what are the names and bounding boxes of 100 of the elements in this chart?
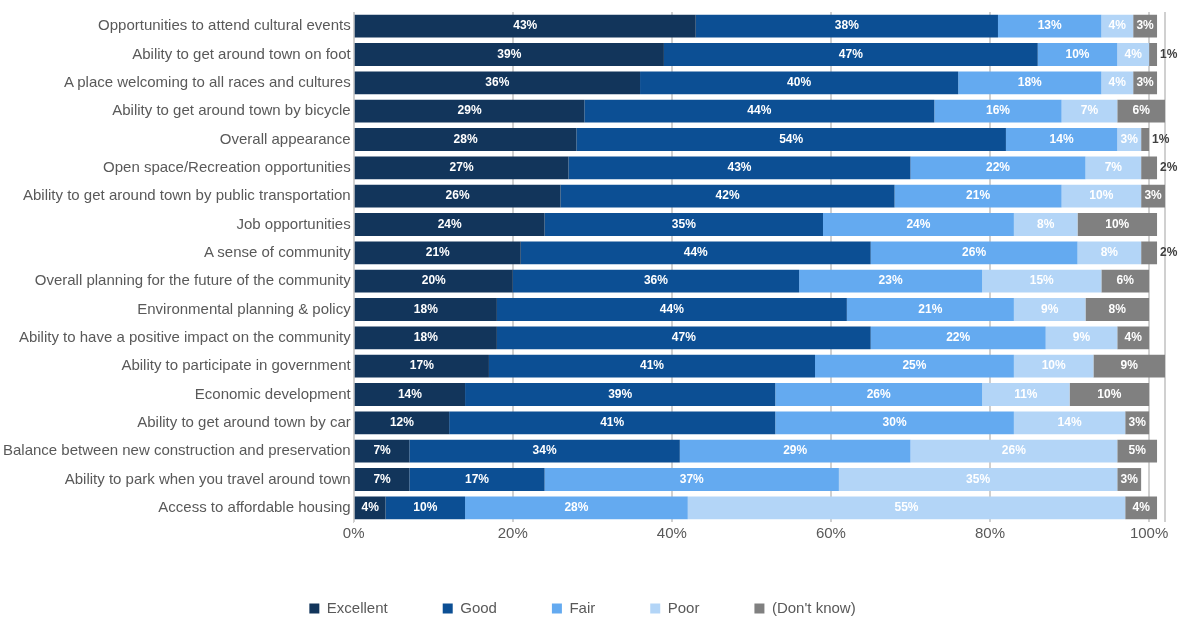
data-label: 10% xyxy=(413,500,438,515)
y-tick-label: Job opportunities xyxy=(236,214,351,232)
bar xyxy=(1093,354,1165,378)
legend-label: Good xyxy=(460,598,497,616)
bar xyxy=(799,269,983,293)
y-tick-label: Economic development xyxy=(194,384,352,402)
bar xyxy=(584,99,935,123)
legend-label: Excellent xyxy=(326,598,389,616)
data-label: 8% xyxy=(1108,301,1127,316)
bar xyxy=(354,326,497,350)
data-label: 8% xyxy=(1100,245,1119,260)
data-label: 22% xyxy=(985,160,1011,175)
y-tick-label: A place welcoming to all races and cultures xyxy=(63,72,351,90)
data-label: 10% xyxy=(1105,216,1130,231)
bar xyxy=(679,439,911,463)
data-label: 10% xyxy=(1041,358,1066,373)
data-label: 39% xyxy=(497,46,522,61)
bar xyxy=(354,383,466,406)
data-label: 21% xyxy=(425,245,451,260)
bar xyxy=(1013,213,1078,236)
bar xyxy=(488,354,816,378)
y-tick-label: Overall planning for the future of the community xyxy=(34,271,352,289)
data-label: 43% xyxy=(727,160,752,175)
data-label: 3% xyxy=(1136,75,1155,90)
y-tick-label: Ability to get around town by public transportation xyxy=(23,186,351,204)
data-label: 4% xyxy=(361,500,380,515)
bar xyxy=(1141,128,1150,151)
data-label: 28% xyxy=(564,500,589,515)
data-label: 2% xyxy=(1160,160,1178,175)
data-label: 40% xyxy=(787,75,812,90)
bar xyxy=(544,213,823,236)
data-label: 36% xyxy=(643,273,669,288)
data-label: 4% xyxy=(1132,500,1151,515)
y-tick-label: Ability to get around town by car xyxy=(137,412,351,430)
bar xyxy=(354,156,569,180)
y-tick-label: Ability to get around town on foot xyxy=(132,44,352,62)
bar xyxy=(1013,354,1094,378)
data-label: 22% xyxy=(946,330,971,345)
data-label: 21% xyxy=(918,301,943,316)
bar xyxy=(1141,156,1158,180)
bar xyxy=(1141,241,1158,265)
x-tick-label: 60% xyxy=(815,524,846,542)
bar xyxy=(354,14,696,38)
bar xyxy=(1085,156,1142,180)
data-label: 12% xyxy=(389,415,415,430)
bar xyxy=(815,354,1014,378)
data-label: 14% xyxy=(1049,131,1074,146)
data-label: 43% xyxy=(513,18,538,33)
data-label: 10% xyxy=(1065,46,1090,61)
bar xyxy=(1037,43,1118,66)
data-label: 20% xyxy=(421,273,447,288)
legend-label: (Don't know) xyxy=(771,598,856,616)
bar xyxy=(1077,241,1142,265)
data-label: 7% xyxy=(1104,160,1123,175)
data-label: 28% xyxy=(453,131,478,146)
bar xyxy=(910,156,1086,180)
bar xyxy=(982,383,1070,406)
y-tick-label: Balance between new construction and preservation xyxy=(3,441,351,459)
x-tick-label: 100% xyxy=(1129,524,1169,542)
bar xyxy=(640,71,959,95)
data-label: 7% xyxy=(1080,103,1099,118)
bar xyxy=(1045,326,1118,350)
data-label: 11% xyxy=(1014,386,1038,401)
data-label: 1% xyxy=(1152,131,1170,146)
bar xyxy=(695,14,998,38)
data-label: 5% xyxy=(1128,443,1147,458)
data-label: 9% xyxy=(1072,330,1091,345)
x-tick-label: 40% xyxy=(656,524,687,542)
data-label: 24% xyxy=(437,216,462,231)
bar xyxy=(982,269,1102,293)
data-label: 7% xyxy=(373,443,392,458)
data-label: 3% xyxy=(1120,471,1139,486)
bar xyxy=(354,298,497,321)
data-label: 21% xyxy=(966,188,991,203)
data-label: 44% xyxy=(659,301,685,316)
bar xyxy=(663,43,1038,66)
bar xyxy=(465,383,776,406)
data-label: 55% xyxy=(894,500,919,515)
bar xyxy=(385,496,466,520)
data-label: 18% xyxy=(1017,75,1043,90)
data-label: 17% xyxy=(464,471,490,486)
bar xyxy=(1149,43,1158,66)
y-tick-label: A sense of community xyxy=(203,242,352,260)
x-tick-label: 20% xyxy=(497,524,528,542)
data-label: 6% xyxy=(1116,273,1135,288)
data-label: 35% xyxy=(966,471,991,486)
data-label: 2% xyxy=(1160,245,1178,260)
data-label: 15% xyxy=(1029,273,1055,288)
bar xyxy=(354,99,585,123)
bar xyxy=(568,156,911,180)
data-label: 3% xyxy=(1144,188,1163,203)
bar xyxy=(775,383,983,406)
data-label: 14% xyxy=(1057,415,1082,430)
data-label: 4% xyxy=(1124,46,1143,61)
bar xyxy=(1013,411,1126,435)
bar xyxy=(910,439,1118,463)
y-tick-label: Environmental planning & policy xyxy=(137,299,352,317)
bar xyxy=(687,496,1126,520)
bar xyxy=(1069,383,1150,406)
data-label: 26% xyxy=(1001,443,1027,458)
